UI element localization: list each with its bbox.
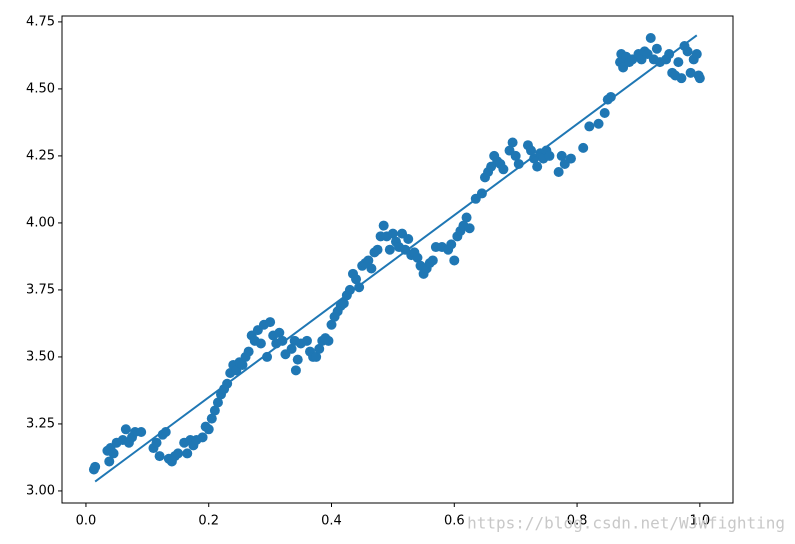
fit-line [94, 34, 698, 483]
scatter-point [578, 142, 589, 153]
y-tick-label: 3.25 [26, 416, 55, 431]
scatter-point [378, 220, 389, 231]
scatter-point [403, 233, 414, 244]
scatter-point [691, 49, 702, 60]
scatter-point [314, 343, 325, 354]
y-tick-label: 3.00 [26, 483, 55, 498]
scatter-point [676, 73, 687, 84]
x-tick-label: 0.8 [567, 514, 588, 529]
scatter-point [605, 91, 616, 102]
scatter-point [584, 121, 595, 132]
x-tick-label: 0.4 [321, 514, 342, 529]
y-tick-label: 3.50 [26, 349, 55, 364]
scatter-point [412, 252, 423, 263]
scatter-point [372, 244, 383, 255]
y-tick-label: 4.75 [26, 14, 55, 29]
scatter-point [212, 397, 223, 408]
scatter-point [326, 319, 337, 330]
scatter-point [593, 118, 604, 129]
scatter-point [197, 432, 208, 443]
scatter-point [651, 43, 662, 54]
scatter-point [363, 255, 374, 266]
scatter-point [323, 335, 334, 346]
scatter-point [243, 346, 254, 357]
y-tick-label: 4.50 [26, 81, 55, 96]
scatter-point [507, 137, 518, 148]
scatter-point [645, 32, 656, 43]
y-tick-label: 4.25 [26, 148, 55, 163]
scatter-point [265, 317, 276, 328]
scatter-point [292, 354, 303, 365]
x-tick-label: 1.0 [690, 514, 711, 529]
scatter-point [301, 335, 312, 346]
scatter-point [136, 426, 147, 437]
scatter-point [673, 57, 684, 68]
scatter-point [209, 405, 220, 416]
x-tick-label: 0.2 [198, 514, 219, 529]
scatter-point [290, 365, 301, 376]
scatter-point [311, 351, 322, 362]
scatter-point [351, 274, 362, 285]
y-tick-label: 3.75 [26, 282, 55, 297]
scatter-point [262, 351, 273, 362]
scatter-point [556, 150, 567, 161]
scatter-point [203, 424, 214, 435]
scatter-point [532, 161, 543, 172]
x-tick-label: 0.6 [444, 514, 465, 529]
scatter-point [366, 263, 377, 274]
scatter-point [387, 228, 398, 239]
scatter-point [553, 166, 564, 177]
scatter-point [693, 70, 704, 81]
scatter-point [565, 153, 576, 164]
watermark: https://blog.csdn.net/WJWfighting [467, 514, 785, 533]
scatter-point [464, 223, 475, 234]
scatter-point [682, 46, 693, 57]
scatter-point [449, 255, 460, 266]
scatter-point [237, 359, 248, 370]
x-tick-label: 0.0 [76, 514, 97, 529]
scatter-point [461, 212, 472, 223]
scatter-point [526, 145, 537, 156]
scatter-point [286, 343, 297, 354]
scatter-point [90, 461, 101, 472]
scatter-point [206, 413, 217, 424]
scatter-point [498, 164, 509, 175]
scatter-point [446, 239, 457, 250]
scatter-point [338, 298, 349, 309]
scatter-point [274, 327, 285, 338]
scatter-point [427, 255, 438, 266]
scatter-point [599, 108, 610, 119]
plot-frame [61, 15, 734, 504]
scatter-point [160, 426, 171, 437]
scatter-point [384, 244, 395, 255]
scatter-point [104, 456, 115, 467]
scatter-point [120, 424, 131, 435]
scatter-point [173, 448, 184, 459]
scatter-point [108, 448, 119, 459]
scatter-point [510, 150, 521, 161]
y-tick-label: 4.00 [26, 215, 55, 230]
scatter-point [544, 150, 555, 161]
scatter-point [182, 448, 193, 459]
scatter-point [685, 67, 696, 78]
scatter-point [154, 451, 165, 462]
scatter-point [255, 338, 266, 349]
scatter-point [151, 437, 162, 448]
scatter-point [344, 284, 355, 295]
